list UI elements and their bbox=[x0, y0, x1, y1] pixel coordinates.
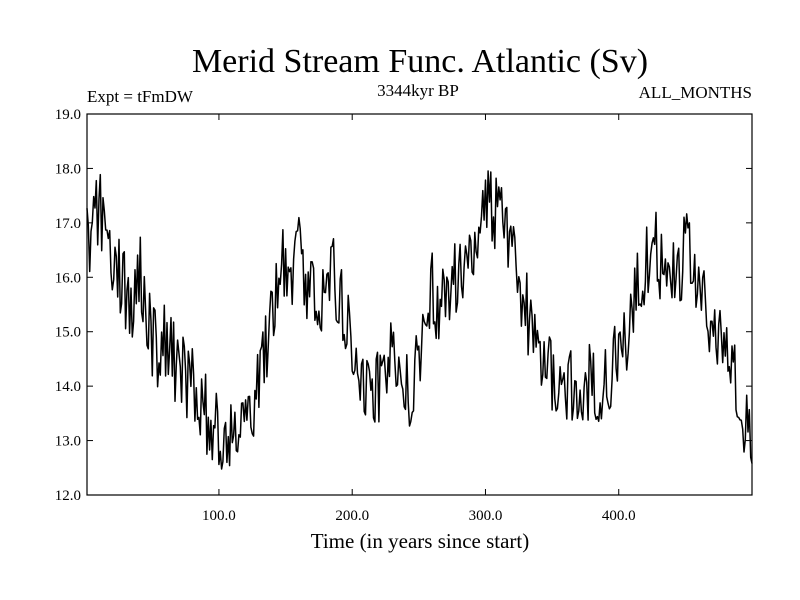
chart-title: Merid Stream Func. Atlantic (Sv) bbox=[192, 43, 648, 80]
y-tick-label: 19.0 bbox=[55, 107, 81, 123]
y-tick-label: 17.0 bbox=[55, 216, 81, 232]
x-tick-label: 100.0 bbox=[202, 508, 236, 524]
series-line-amoc bbox=[86, 170, 753, 470]
x-axis-label: Time (in years since start) bbox=[311, 529, 530, 553]
experiment-label: Expt = tFmDW bbox=[87, 87, 194, 106]
x-tick-label: 300.0 bbox=[469, 508, 503, 524]
y-tick-label: 12.0 bbox=[55, 488, 81, 504]
plot-frame bbox=[86, 113, 753, 496]
x-tick-label: 400.0 bbox=[602, 508, 636, 524]
y-tick-label: 16.0 bbox=[55, 270, 81, 286]
period-label: 3344kyr BP bbox=[377, 81, 459, 100]
y-tick-label: 13.0 bbox=[55, 434, 81, 450]
y-tick-label: 14.0 bbox=[55, 379, 81, 395]
y-tick-label: 15.0 bbox=[55, 325, 81, 341]
y-axis: 12.0 13.0 14.0 15.0 16.0 17.0 18.0 19.0 bbox=[55, 107, 752, 504]
months-label: ALL_MONTHS bbox=[639, 83, 752, 102]
x-axis: 100.0 200.0 300.0 400.0 bbox=[202, 114, 636, 524]
y-tick-label: 18.0 bbox=[55, 161, 81, 177]
x-tick-label: 200.0 bbox=[335, 508, 369, 524]
